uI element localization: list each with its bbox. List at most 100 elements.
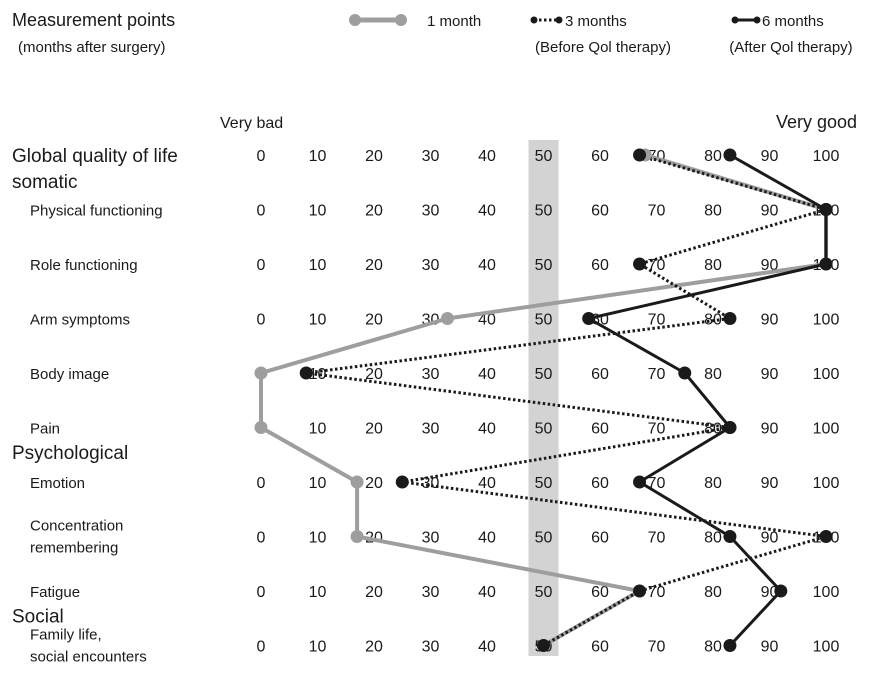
tick-label: 30 (422, 421, 440, 438)
tick-label: 30 (422, 203, 440, 220)
tick-label: 50 (535, 203, 553, 220)
tick-label: 100 (813, 366, 840, 383)
tick-label: 100 (813, 312, 840, 329)
tick-label: 100 (813, 639, 840, 656)
tick-label: 0 (257, 312, 266, 329)
legend-item: 3 months (Before Qol therapy) (530, 13, 671, 56)
data-point (819, 203, 833, 216)
tick-label: 40 (478, 584, 496, 601)
tick-label: 50 (535, 584, 553, 601)
tick-label: 0 (257, 148, 266, 165)
data-point (819, 530, 833, 543)
row-label: Emotion (30, 475, 85, 492)
legend-marker (530, 16, 538, 24)
tick-label: 100 (813, 475, 840, 492)
legend-marker (731, 16, 739, 24)
tick-label: 10 (309, 530, 327, 547)
tick-label: 50 (535, 257, 553, 274)
tick-label: 40 (478, 475, 496, 492)
tick-label: 40 (478, 257, 496, 274)
tick-label: 30 (422, 148, 440, 165)
tick-label: 70 (648, 475, 666, 492)
chart-title: Measurement points (12, 10, 175, 30)
tick-label: 50 (535, 148, 553, 165)
tick-label: 70 (648, 639, 666, 656)
tick-label: 40 (478, 203, 496, 220)
tick-label: 20 (365, 203, 383, 220)
tick-label: 100 (813, 584, 840, 601)
tick-label: 40 (478, 312, 496, 329)
tick-label: 70 (648, 203, 666, 220)
tick-label: 10 (309, 475, 327, 492)
tick-label: 70 (648, 312, 666, 329)
row-label: Role functioning (30, 257, 138, 274)
tick-label: 90 (761, 475, 779, 492)
tick-label: 10 (309, 584, 327, 601)
data-point (299, 366, 313, 380)
tick-label: 40 (478, 148, 496, 165)
row-label: Fatigue (30, 584, 80, 601)
data-point (350, 475, 364, 489)
section-header: somatic (12, 172, 77, 193)
section-header: Social (12, 606, 64, 627)
row-label: Arm symptoms (30, 312, 130, 329)
tick-label: 10 (309, 312, 327, 329)
tick-label: 80 (704, 366, 722, 383)
tick-label: 80 (704, 639, 722, 656)
tick-label: 0 (257, 530, 266, 547)
data-point (254, 366, 268, 380)
chart-subtitle: (months after surgery) (18, 39, 166, 56)
tick-label: 20 (365, 475, 383, 492)
tick-label: 30 (422, 584, 440, 601)
tick-label: 30 (422, 530, 440, 547)
tick-label: 10 (309, 203, 327, 220)
data-point (633, 584, 647, 598)
data-point (395, 475, 409, 489)
tick-label: 50 (535, 366, 553, 383)
tick-label: 90 (761, 530, 779, 547)
legend: 1 month 3 months (Before Qol therapy) 6 mon… (349, 13, 853, 56)
series-line (587, 153, 828, 647)
tick-label: 20 (365, 421, 383, 438)
row-label-line2: remembering (30, 540, 118, 557)
data-point (723, 312, 737, 325)
tick-label: 100 (813, 421, 840, 438)
scale-low-label: Very bad (220, 115, 283, 132)
tick-label: 10 (309, 148, 327, 165)
tick-label: 10 (309, 257, 327, 274)
legend-label: 6 months (762, 13, 824, 30)
row-label-line2: social encounters (30, 649, 147, 666)
data-point (633, 475, 647, 489)
tick-label: 70 (648, 530, 666, 547)
tick-label: 20 (365, 584, 383, 601)
data-point (678, 366, 692, 380)
tick-label: 90 (761, 148, 779, 165)
data-point (774, 584, 788, 598)
legend-sublabel: (Before Qol therapy) (535, 39, 671, 56)
tick-label: 20 (365, 366, 383, 383)
tick-label: 10 (309, 639, 327, 656)
tick-label: 0 (257, 639, 266, 656)
tick-label: 40 (478, 366, 496, 383)
series-lines (259, 153, 828, 648)
section-header: Psychological (12, 443, 128, 464)
legend-label: 1 month (427, 13, 481, 30)
data-point (633, 257, 647, 271)
tick-label: 40 (478, 639, 496, 656)
tick-label: 80 (704, 257, 722, 274)
tick-label: 70 (648, 584, 666, 601)
tick-label: 80 (704, 475, 722, 492)
tick-label: 30 (422, 257, 440, 274)
tick-label: 50 (535, 421, 553, 438)
tick-label: 20 (365, 312, 383, 329)
tick-label: 20 (365, 257, 383, 274)
tick-label: 60 (591, 421, 609, 438)
tick-label: 60 (591, 257, 609, 274)
tick-label: 60 (591, 366, 609, 383)
tick-label: 40 (478, 530, 496, 547)
tick-label: 90 (761, 312, 779, 329)
series-points (254, 148, 833, 652)
scale-high-label: Very good (776, 112, 857, 132)
